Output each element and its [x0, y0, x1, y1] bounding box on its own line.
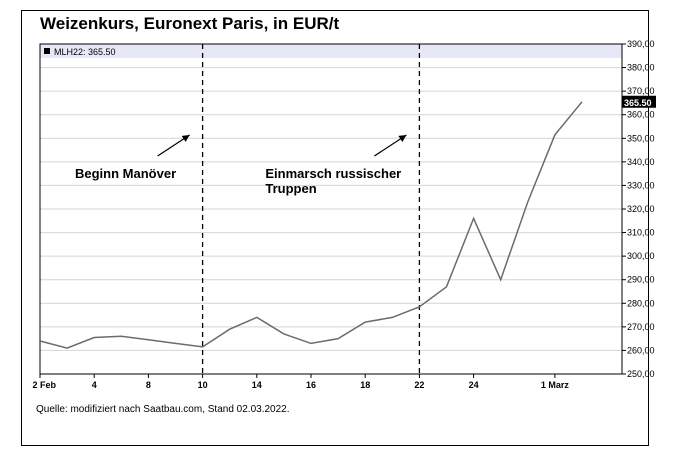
y-tick-label: 370,00 [627, 86, 655, 96]
event-markers [201, 44, 421, 374]
y-tick-label: 300,00 [627, 251, 655, 261]
x-tick-label: 22 [414, 380, 424, 390]
y-tick-label: 270,00 [627, 322, 655, 332]
annotation-line: Truppen [265, 181, 316, 196]
y-tick-label: 320,00 [627, 204, 655, 214]
x-tick-label: 16 [306, 380, 316, 390]
x-tick-label: 4 [92, 380, 97, 390]
y-tick-label: 350,00 [627, 133, 655, 143]
y-axis: 250,00 260,00 270,00 280,00 290,00 300,00 310,… [622, 39, 655, 379]
legend-label: MLH22: 365.50 [54, 47, 116, 57]
annotation-label: Beginn Manöver [75, 166, 176, 181]
annotations: Beginn Manöver Einmarsch russischer Truppe… [75, 134, 407, 196]
x-axis: 2 Feb 4 8 10 14 16 18 22 24 1 Marz [32, 374, 569, 390]
y-tick-label: 290,00 [627, 275, 655, 285]
y-tick-label: 250,00 [627, 369, 655, 379]
annotation-arrow [157, 134, 190, 157]
x-tick-label: 24 [469, 380, 479, 390]
y-tick-label: 310,00 [627, 228, 655, 238]
y-tick-label: 330,00 [627, 180, 655, 190]
x-tick-label: 10 [198, 380, 208, 390]
x-tick-label: 2 Feb [32, 380, 56, 390]
last-value-badge [622, 95, 656, 108]
annotation-arrow [374, 134, 407, 157]
y-tick-label: 280,00 [627, 298, 655, 308]
y-tick-label: 380,00 [627, 63, 655, 73]
x-tick-label: 18 [360, 380, 370, 390]
source-note: Quelle: modifiziert nach Saatbau.com, St… [36, 404, 290, 415]
x-tick-label: 1 Marz [541, 380, 570, 390]
x-tick-label: 14 [252, 380, 262, 390]
gridlines [40, 67, 622, 351]
y-tick-label: 260,00 [627, 345, 655, 355]
y-tick-label: 360,00 [627, 110, 655, 120]
price-series-line [39, 101, 583, 349]
x-tick-label: 8 [146, 380, 151, 390]
chart-frame [21, 10, 649, 446]
y-tick-label: 390,00 [627, 39, 655, 49]
legend-band [40, 44, 622, 58]
legend-swatch [44, 48, 50, 54]
annotation-line: Einmarsch russischer [265, 166, 401, 181]
annotation-line: Beginn Manöver [75, 166, 176, 181]
last-value-label: 365.50 [624, 98, 652, 108]
chart-title: Weizenkurs, Euronext Paris, in EUR/t [40, 14, 340, 33]
y-tick-label: 340,00 [627, 157, 655, 167]
annotation-label: Einmarsch russischer Truppen [265, 166, 401, 196]
